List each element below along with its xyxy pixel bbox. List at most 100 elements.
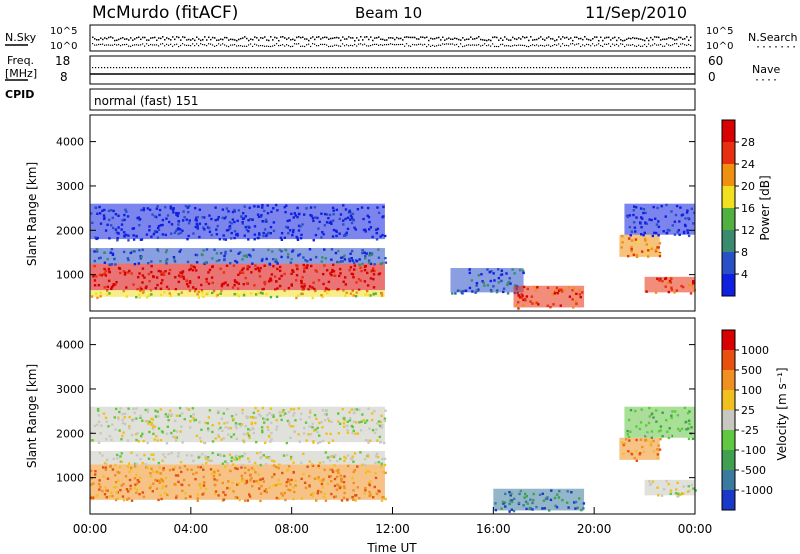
data-cell	[333, 477, 337, 481]
data-cell	[335, 230, 338, 233]
noise-trace-point	[196, 43, 198, 45]
data-cell	[529, 498, 532, 501]
data-region	[644, 276, 695, 293]
data-cell	[497, 276, 501, 280]
data-cell	[350, 272, 353, 276]
data-cell	[219, 252, 223, 255]
data-cell	[93, 250, 96, 253]
noise-trace-point	[200, 39, 202, 42]
data-cell	[310, 264, 313, 268]
data-cell	[656, 206, 659, 210]
data-cell	[352, 276, 355, 279]
noise-trace-point	[250, 38, 252, 40]
noise-trace-point	[500, 37, 502, 40]
noise-trace-point	[272, 45, 274, 47]
data-cell	[647, 421, 651, 425]
data-cell	[377, 256, 381, 259]
data-cell	[309, 433, 313, 436]
noise-trace-point	[146, 39, 148, 41]
data-cell	[286, 219, 289, 223]
data-cell	[654, 291, 658, 294]
data-cell	[109, 224, 113, 227]
data-region	[90, 263, 385, 291]
data-cell	[686, 229, 689, 232]
data-cell	[549, 498, 553, 502]
nave-trace-point	[272, 67, 274, 69]
noise-trace-point	[406, 43, 408, 45]
noise-trace-point	[202, 38, 204, 41]
data-cell	[164, 413, 168, 416]
data-cell	[298, 440, 301, 443]
noise-trace-point	[128, 45, 130, 47]
data-cell	[119, 455, 122, 458]
nave-trace-point	[263, 67, 265, 69]
data-cell	[273, 473, 276, 476]
data-cell	[103, 493, 107, 496]
data-cell	[551, 293, 554, 296]
data-cell	[645, 426, 648, 430]
noise-trace-point	[98, 38, 100, 41]
data-cell	[304, 421, 308, 424]
data-cell	[633, 226, 637, 229]
data-cell	[118, 410, 121, 414]
nave-trace-point	[611, 67, 613, 69]
nave-trace-point	[137, 67, 139, 69]
data-cell	[94, 469, 97, 473]
noise-trace-point	[368, 38, 370, 41]
data-cell	[648, 412, 651, 415]
data-cell	[351, 495, 354, 499]
noise-trace-point	[522, 36, 524, 38]
data-cell	[254, 267, 257, 271]
data-cell	[194, 225, 197, 229]
data-cell	[196, 227, 200, 230]
data-cell	[471, 290, 474, 293]
nave-trace-point	[521, 67, 523, 69]
noise-trace-point	[282, 36, 284, 38]
data-cell	[95, 248, 99, 251]
noise-trace-point	[246, 37, 248, 40]
data-cell	[512, 509, 516, 513]
data-region	[624, 203, 695, 235]
data-cell	[535, 301, 539, 304]
data-cell	[270, 431, 273, 435]
data-cell	[268, 262, 271, 266]
data-cell	[374, 461, 377, 465]
data-cell	[206, 459, 210, 462]
data-cell	[335, 288, 339, 292]
data-cell	[368, 483, 371, 487]
data-cell	[364, 257, 367, 260]
data-cell	[224, 250, 227, 254]
data-cell	[648, 406, 651, 410]
data-cell	[349, 417, 352, 420]
data-cell	[375, 452, 379, 456]
data-cell	[627, 435, 631, 439]
data-cell	[664, 215, 667, 218]
data-cell	[470, 279, 474, 282]
data-cell	[371, 267, 375, 270]
data-cell	[193, 266, 197, 269]
noise-trace-point	[400, 43, 402, 46]
data-cell	[343, 485, 346, 488]
data-cell	[138, 223, 141, 227]
data-cell	[646, 431, 649, 434]
data-cell	[230, 222, 233, 225]
nave-trace-point	[434, 67, 436, 69]
data-cell	[159, 493, 162, 497]
data-cell	[129, 251, 133, 255]
noise-trace-point	[320, 38, 322, 40]
data-cell	[96, 408, 100, 411]
data-cell	[157, 498, 160, 502]
data-cell	[567, 286, 571, 289]
noise-trace-point	[92, 36, 94, 39]
nave-trace-point	[371, 67, 373, 69]
data-cell	[380, 292, 384, 295]
nave-trace-point	[92, 67, 94, 69]
data-cell	[384, 497, 387, 501]
noise-trace-point	[468, 38, 470, 41]
noise-trace-point	[216, 39, 218, 42]
data-cell	[167, 272, 171, 275]
nave-trace-point	[446, 67, 448, 69]
data-cell	[186, 237, 189, 241]
data-cell	[254, 406, 257, 410]
noise-trace-point	[216, 44, 218, 47]
